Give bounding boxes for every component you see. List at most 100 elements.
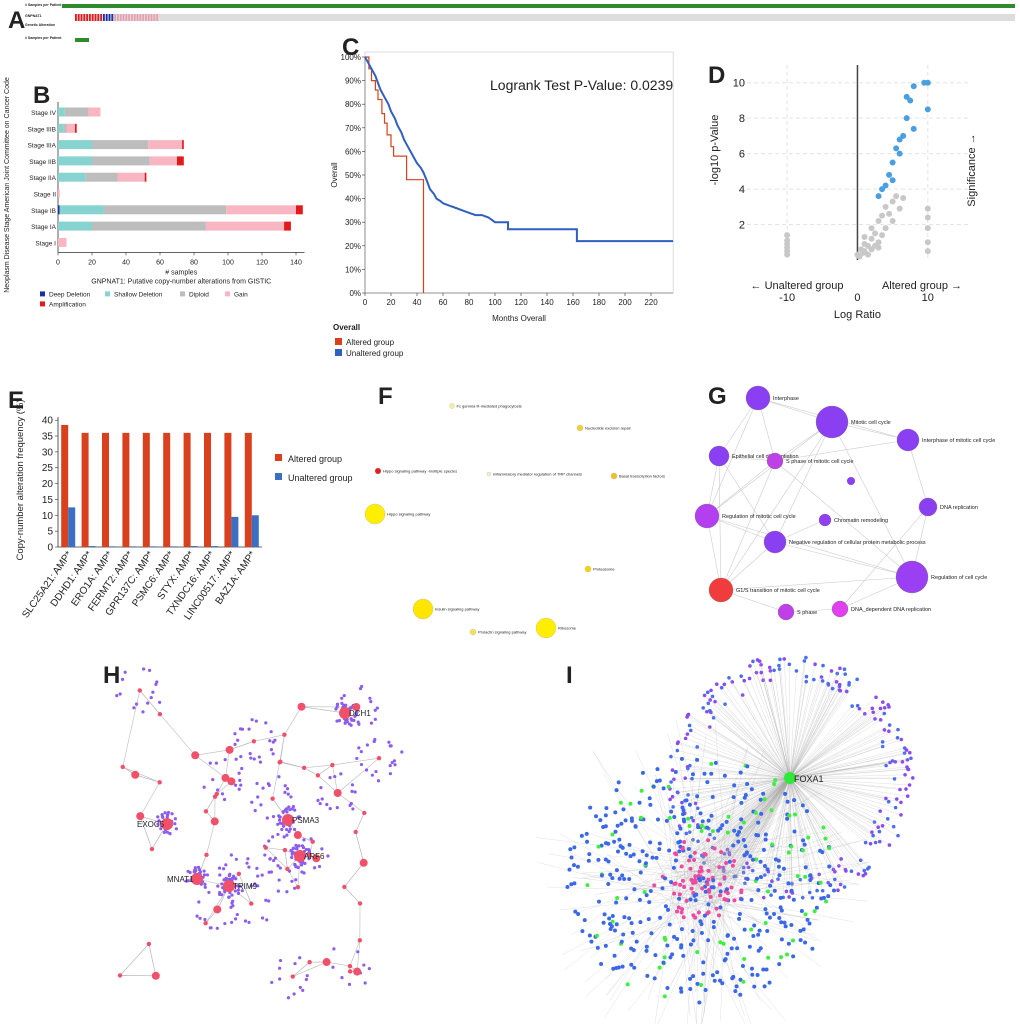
edge [670,777,791,800]
gene-leaf [247,920,251,925]
node [803,912,808,917]
point [872,230,879,237]
y-tick-label: 100% [341,53,361,62]
gene-node [137,688,142,693]
node [837,682,842,687]
gene-leaf [392,759,397,763]
pathway-label: Insulin signaling pathway [435,607,479,612]
x-tick-label: 0 [854,292,860,304]
gene-node [210,817,219,826]
node [808,878,813,883]
node [786,881,791,886]
node [682,884,687,889]
gene-node [301,765,307,771]
node [690,772,695,777]
gene-edge [206,821,216,855]
edge [710,777,791,910]
node [753,810,758,815]
node [721,941,726,946]
edge [789,729,885,779]
node [808,873,813,878]
y-axis-label: -log10 p-Value [709,115,721,186]
node [671,805,675,809]
gene-node [294,850,306,862]
node [680,812,685,817]
node [640,770,645,775]
node [619,939,624,944]
edge [789,691,847,779]
gene-leaf [198,870,203,874]
node [766,955,771,960]
node [672,891,677,896]
edge [789,777,810,876]
node [882,705,887,710]
node [873,717,877,721]
node [795,874,800,879]
gene-edge [148,943,157,976]
gene-edge [349,940,361,967]
legend-label: Altered group [346,338,395,347]
gene-leaf [233,889,237,893]
edge [671,777,791,783]
node [615,849,620,854]
edge [712,794,787,898]
gene-label: EXOC5 [137,820,165,829]
node [669,754,673,759]
node [705,690,710,695]
edge [636,884,703,890]
edge [676,869,742,992]
node [732,858,737,863]
gene-node [117,973,123,978]
node [706,701,711,706]
gene-leaf [220,792,225,796]
node [580,929,585,934]
edge [642,853,678,883]
edge [789,657,807,779]
alteration-cell [94,14,97,21]
gene-leaf [156,822,160,826]
node [611,966,616,971]
node [821,663,825,668]
gene-node [353,967,362,976]
bar [231,516,239,547]
node [654,855,659,860]
node [673,858,678,863]
edge [789,729,899,779]
legend-label: Unaltered group [288,473,353,483]
node [818,880,823,885]
gene-leaf [270,980,274,985]
gene-leaf [234,757,238,761]
edge [789,741,883,779]
node [800,895,805,900]
gene-leaf [335,705,339,709]
bar-segment [226,205,296,215]
bar-segment [58,205,60,215]
pathway-label: Nucleotide excision repair [585,426,631,431]
node [610,919,615,924]
gene-leaf [276,832,280,837]
edge [694,896,705,1003]
edge [788,777,791,897]
x-tick-label: 10 [922,292,934,304]
node [688,976,693,981]
edge [789,706,890,779]
point [889,159,896,166]
gene-leaf [161,815,165,819]
node [865,867,870,871]
gene-leaf [238,778,242,782]
edge [789,777,902,816]
point [865,251,872,258]
gene-node [282,847,288,853]
edge [701,884,730,1024]
node [732,936,737,941]
go-node [777,603,795,621]
node [710,973,715,978]
pathway-label: Fc gamma R-mediated phagocytosis [457,404,522,409]
bar-segment [205,221,285,231]
gene-leaf [246,857,250,861]
gene-leaf [350,718,354,722]
oncoprint-row-label: # Samples per Patient [25,36,62,40]
gene-leaf [326,854,330,858]
y-axis-label: Copy-number alteration frequency (%) [15,399,26,560]
gene-leaf [301,988,305,992]
